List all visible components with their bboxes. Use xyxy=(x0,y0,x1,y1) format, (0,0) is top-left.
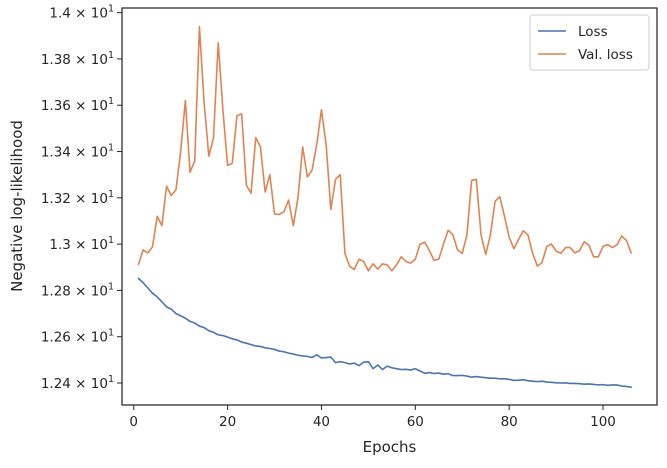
x-tick-label: 20 xyxy=(219,414,236,430)
x-tick-label: 40 xyxy=(313,414,330,430)
x-tick-label: 60 xyxy=(407,414,424,430)
y-tick-label: 1.4 × 101 xyxy=(49,4,114,22)
y-axis-label: Negative log-likelihood xyxy=(8,120,26,292)
legend-label-val-loss: Val. loss xyxy=(578,47,633,63)
y-tick-label: 1.32 × 101 xyxy=(41,189,114,207)
x-axis-label: Epochs xyxy=(363,438,417,456)
legend: Loss Val. loss xyxy=(529,14,650,71)
y-tick-label: 1.34 × 101 xyxy=(41,143,114,161)
plot-area xyxy=(121,7,658,406)
x-tick-label: 80 xyxy=(501,414,518,430)
y-tick-label: 1.36 × 101 xyxy=(41,96,114,114)
y-axis: 1.24 × 101 1.26 × 101 1.28 × 101 1.3 × 101 1… xyxy=(41,4,122,392)
series-layer xyxy=(137,25,632,388)
series-line-0 xyxy=(137,277,632,388)
y-tick-label: 1.28 × 101 xyxy=(41,281,114,299)
y-tick-label: 1.24 × 101 xyxy=(41,374,114,392)
x-tick-label: 0 xyxy=(129,414,138,430)
y-tick-label: 1.26 × 101 xyxy=(41,328,114,346)
x-axis: 0 20 40 60 80 100 xyxy=(129,405,616,430)
series-line-1 xyxy=(137,25,632,272)
axes-frame xyxy=(121,7,658,406)
legend-label-loss: Loss xyxy=(578,24,608,40)
y-tick-label: 1.3 × 101 xyxy=(49,235,114,253)
y-tick-label: 1.38 × 101 xyxy=(41,50,114,68)
legend-frame xyxy=(529,14,650,71)
x-tick-label: 100 xyxy=(590,414,616,430)
